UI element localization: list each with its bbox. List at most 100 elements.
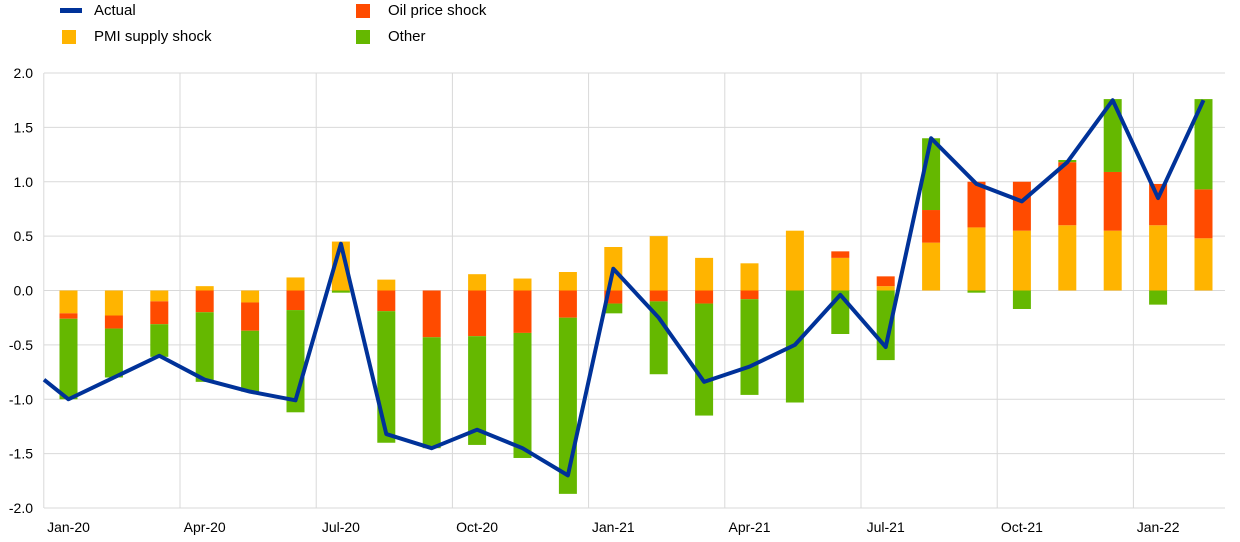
bar-oil bbox=[1149, 183, 1168, 226]
bar-pmi bbox=[150, 290, 169, 302]
bar-pmi bbox=[195, 286, 214, 291]
y-tick-label: 2.0 bbox=[14, 65, 34, 81]
x-tick-label: Apr-21 bbox=[728, 519, 770, 535]
bar-oil bbox=[286, 290, 305, 311]
bar-other bbox=[59, 318, 78, 400]
bar-pmi bbox=[740, 263, 759, 291]
bar-oil bbox=[922, 210, 941, 243]
bar-pmi bbox=[558, 272, 577, 291]
y-tick-label: -2.0 bbox=[9, 500, 33, 516]
actual-line bbox=[42, 98, 1206, 478]
bar-oil bbox=[1103, 171, 1122, 231]
legend-label-other: Other bbox=[388, 28, 426, 45]
bar-oil bbox=[104, 315, 123, 329]
bar-other bbox=[150, 324, 169, 357]
bar-pmi bbox=[1194, 238, 1213, 291]
bar-pmi bbox=[785, 230, 804, 291]
bar-other bbox=[422, 337, 441, 449]
y-axis: 2.0 1.5 1.0 0.5 0.0 -0.5 -1.0 -1.5 -2.0 bbox=[9, 65, 33, 516]
bar-pmi bbox=[876, 286, 895, 291]
bar-oil bbox=[558, 290, 577, 318]
bar-oil bbox=[422, 290, 441, 338]
legend-swatch-other bbox=[356, 29, 370, 44]
bar-other bbox=[649, 301, 668, 375]
bar-oil bbox=[377, 290, 396, 312]
actual-series-line bbox=[42, 98, 1206, 478]
y-tick-label: -1.5 bbox=[9, 446, 33, 462]
y-tick-label: 0.5 bbox=[14, 228, 34, 244]
bar-other bbox=[695, 303, 714, 416]
bar-oil bbox=[513, 290, 532, 333]
legend-item-pmi: PMI supply shock bbox=[62, 28, 212, 45]
legend-label-actual: Actual bbox=[94, 2, 136, 19]
legend-label-pmi: PMI supply shock bbox=[94, 28, 212, 45]
legend-item-actual: Actual bbox=[60, 2, 136, 19]
bar-pmi bbox=[468, 274, 487, 291]
bar-pmi bbox=[377, 279, 396, 291]
bar-pmi bbox=[1149, 225, 1168, 291]
bar-other bbox=[195, 312, 214, 382]
bar-other bbox=[377, 311, 396, 443]
x-tick-label: Oct-21 bbox=[1001, 519, 1043, 535]
bar-pmi bbox=[967, 227, 986, 291]
y-tick-label: 0.0 bbox=[14, 283, 34, 299]
bar-oil bbox=[695, 290, 714, 304]
y-tick-label: -0.5 bbox=[9, 337, 33, 353]
bar-pmi bbox=[104, 290, 123, 316]
bar-oil bbox=[150, 301, 169, 325]
bar-oil bbox=[831, 251, 850, 258]
bar-other bbox=[331, 290, 350, 293]
bar-oil bbox=[740, 290, 759, 300]
bar-oil bbox=[876, 276, 895, 287]
bar-other bbox=[104, 328, 123, 378]
x-tick-label: Oct-20 bbox=[456, 519, 498, 535]
bar-other bbox=[513, 332, 532, 458]
bar-pmi bbox=[1012, 230, 1031, 291]
x-tick-label: Jul-21 bbox=[867, 519, 905, 535]
bar-oil bbox=[1194, 189, 1213, 239]
bar-other bbox=[967, 290, 986, 293]
bar-oil bbox=[649, 290, 668, 302]
legend-swatch-actual bbox=[60, 8, 82, 13]
bar-other bbox=[468, 336, 487, 445]
x-tick-label: Jan-20 bbox=[47, 519, 90, 535]
bar-other bbox=[1012, 290, 1031, 309]
y-tick-label: 1.0 bbox=[14, 174, 34, 190]
bar-oil bbox=[1058, 162, 1077, 226]
bar-other bbox=[604, 303, 623, 314]
bar-other bbox=[241, 330, 260, 392]
bar-pmi bbox=[59, 290, 78, 314]
bar-oil bbox=[1012, 181, 1031, 231]
bar-pmi bbox=[241, 290, 260, 303]
bar-pmi bbox=[286, 277, 305, 291]
bar-oil bbox=[59, 313, 78, 319]
bar-pmi bbox=[831, 257, 850, 291]
bar-oil bbox=[967, 181, 986, 228]
legend-swatch-oil bbox=[356, 3, 370, 18]
y-tick-label: 1.5 bbox=[14, 119, 34, 135]
bar-other bbox=[1149, 290, 1168, 305]
x-tick-label: Jan-22 bbox=[1137, 519, 1180, 535]
x-axis: Jan-20 Apr-20 Jul-20 Oct-20 Jan-21 Apr-21 Jul-… bbox=[47, 519, 1180, 535]
bar-pmi bbox=[649, 236, 668, 291]
bar-pmi bbox=[695, 257, 714, 291]
bars bbox=[59, 99, 1213, 494]
bar-other bbox=[740, 299, 759, 395]
bar-oil bbox=[468, 290, 487, 337]
x-tick-label: Jan-21 bbox=[592, 519, 635, 535]
bar-pmi bbox=[1103, 230, 1122, 291]
bar-pmi bbox=[1058, 225, 1077, 291]
bar-other bbox=[1194, 99, 1213, 190]
bar-oil bbox=[241, 302, 260, 331]
bar-oil bbox=[195, 290, 214, 313]
bar-pmi bbox=[922, 242, 941, 291]
legend-item-other: Other bbox=[356, 28, 426, 45]
x-tick-label: Apr-20 bbox=[184, 519, 226, 535]
bar-other bbox=[1103, 99, 1122, 172]
legend-item-oil: Oil price shock bbox=[356, 2, 486, 19]
x-tick-label: Jul-20 bbox=[322, 519, 360, 535]
legend-label-oil: Oil price shock bbox=[388, 2, 487, 19]
legend-swatch-pmi bbox=[62, 29, 76, 44]
y-tick-label: -1.0 bbox=[9, 391, 33, 407]
